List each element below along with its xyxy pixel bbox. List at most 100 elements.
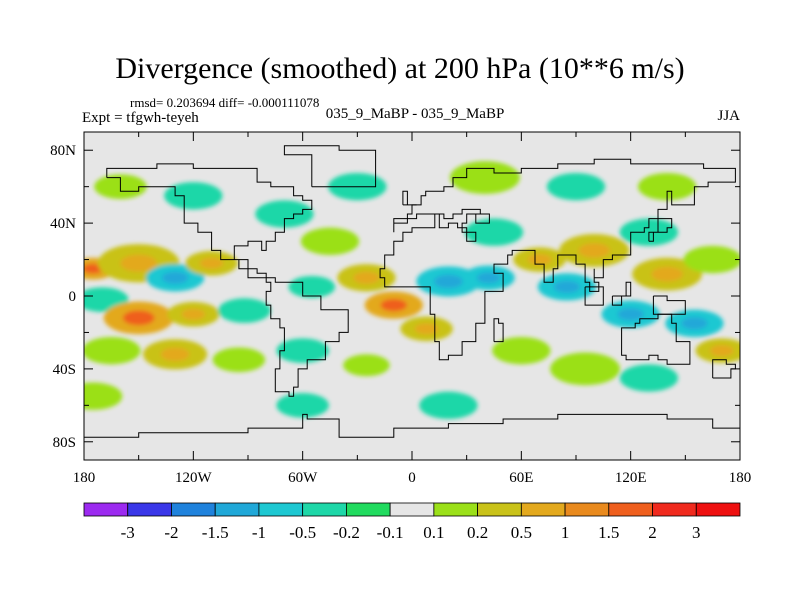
contour-core xyxy=(553,280,581,294)
colorbar-label: 2 xyxy=(648,523,657,542)
x-tick-label: 180 xyxy=(729,470,752,486)
contour-core xyxy=(353,271,380,284)
contour-core xyxy=(161,271,189,284)
contour-field xyxy=(84,161,740,420)
coastline-path xyxy=(106,163,349,397)
colorbar-label: 1 xyxy=(561,523,570,542)
contour-blob xyxy=(449,161,520,194)
y-tick-label: 0 xyxy=(69,289,77,305)
coastline-path xyxy=(84,413,740,438)
colorbar-label: 0.5 xyxy=(511,523,532,542)
colorbar-swatch xyxy=(433,502,479,517)
contour-blob xyxy=(84,337,141,365)
colorbar-swatch xyxy=(695,502,741,517)
colorbar: -3 -2 -1.5 -1 -0.5 -0.2 -0.1 0.1 0.2 0.5 1 1.5 2 3 xyxy=(83,502,741,542)
colorbar-swatch xyxy=(83,502,129,517)
contour-core xyxy=(434,274,463,289)
y-tick-label: 80S xyxy=(53,435,76,451)
colorbar-swatch xyxy=(652,502,697,517)
colorbar-swatch xyxy=(302,502,347,517)
colorbar-label: -0.2 xyxy=(333,523,360,542)
contour-blob xyxy=(492,337,551,365)
contour-core xyxy=(380,298,407,312)
contour-blob xyxy=(288,275,336,298)
colorbar-swatch xyxy=(258,502,304,517)
colorbar-label: -1 xyxy=(252,523,266,542)
contour-blob xyxy=(300,227,360,255)
coastline-path xyxy=(379,158,736,361)
coastline-path xyxy=(712,359,736,379)
y-tick-label: 40S xyxy=(53,362,76,378)
colorbar-swatch xyxy=(345,502,391,517)
y-tick-label: 40N xyxy=(50,216,76,232)
x-tick-label: 0 xyxy=(408,470,416,486)
contour-core xyxy=(199,257,224,269)
axes: 180 120W 60W 0 60E 120E 180 80N 40N 0 40S 80S xyxy=(50,132,751,486)
experiment-label: Expt = tfgwh-teyeh xyxy=(82,110,199,126)
coastline-path xyxy=(402,190,417,206)
contour-blob xyxy=(343,354,390,377)
colorbar-swatch xyxy=(477,502,522,517)
case-label: 035_9_MaBP - 035_9_MaBP xyxy=(325,106,505,122)
colorbar-swatch xyxy=(389,502,435,517)
contour-core xyxy=(709,345,734,357)
coastline-path xyxy=(648,218,673,242)
contour-core xyxy=(681,317,708,330)
colorbar-swatch xyxy=(608,502,653,517)
contour-blob xyxy=(419,391,478,420)
coastlines xyxy=(84,145,740,438)
x-tick-label: 180 xyxy=(73,470,96,486)
x-tick-label: 60E xyxy=(509,470,533,486)
coastline-path xyxy=(611,281,632,306)
colorbar-label: -0.1 xyxy=(377,523,404,542)
contour-core xyxy=(160,347,190,362)
contour-blob xyxy=(546,173,606,201)
colorbar-label: 0.1 xyxy=(423,523,444,542)
colorbar-label: -2 xyxy=(164,523,178,542)
contour-blob xyxy=(464,218,524,246)
contour-core xyxy=(122,310,155,326)
contour-core xyxy=(527,254,552,266)
contour-blob xyxy=(164,182,223,210)
contour-blob xyxy=(637,173,697,201)
contour-core xyxy=(181,308,206,320)
colorbar-label: 0.2 xyxy=(467,523,488,542)
contour-blob xyxy=(619,364,679,392)
coastline-path xyxy=(621,313,691,365)
chart-title: Divergence (smoothed) at 200 hPa (10**6 … xyxy=(115,52,685,85)
coastline-path xyxy=(283,145,377,188)
colorbar-swatch xyxy=(171,502,216,517)
contour-core xyxy=(476,272,501,284)
colorbar-swatch xyxy=(520,502,566,517)
x-tick-label: 120E xyxy=(615,470,647,486)
season-label: JJA xyxy=(717,108,740,124)
x-tick-label: 120W xyxy=(175,470,213,486)
colorbar-label: 3 xyxy=(692,523,701,542)
colorbar-label: 1.5 xyxy=(598,523,619,542)
contour-blob xyxy=(212,347,266,373)
contour-blob xyxy=(683,245,740,274)
colorbar-swatch xyxy=(214,502,260,517)
contour-blob xyxy=(276,393,329,418)
coastline-path xyxy=(652,295,686,315)
contour-core xyxy=(651,266,683,282)
y-tick-label: 80N xyxy=(50,143,76,159)
coastline-path xyxy=(493,318,504,343)
contour-core xyxy=(120,254,158,272)
colorbar-label: -0.5 xyxy=(289,523,316,542)
colorbar-swatch xyxy=(127,502,172,517)
contour-blob xyxy=(550,352,621,386)
coastline-path xyxy=(584,286,604,306)
stats-text: rmsd= 0.203694 diff= -0.000111078 xyxy=(130,95,320,110)
colorbar-label: -1.5 xyxy=(202,523,229,542)
contour-core xyxy=(578,243,610,258)
x-tick-label: 60W xyxy=(288,470,318,486)
contour-blob xyxy=(84,382,123,410)
contour-blob xyxy=(255,200,314,228)
colorbar-swatch xyxy=(564,502,610,517)
colorbar-label: -3 xyxy=(121,523,135,542)
contour-blob xyxy=(218,298,271,323)
contour-core xyxy=(617,308,644,321)
contour-core xyxy=(414,323,439,335)
